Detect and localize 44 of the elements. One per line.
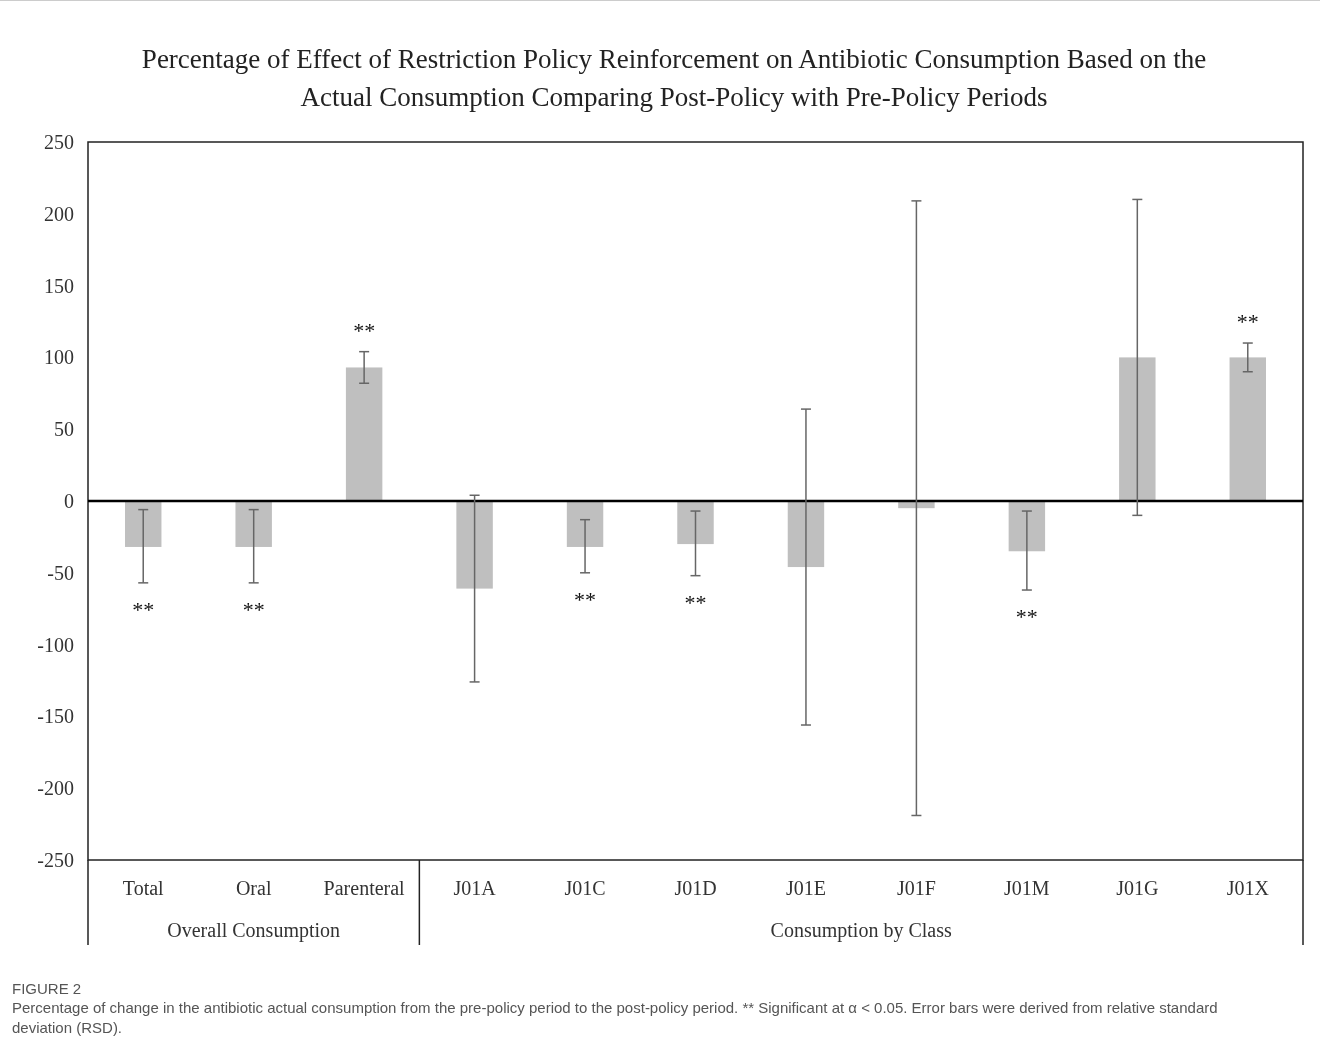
data-label: ** bbox=[242, 596, 265, 622]
bar bbox=[125, 501, 162, 547]
x-tick-label: Total bbox=[122, 877, 165, 899]
data-label: ** bbox=[132, 596, 155, 622]
text: Consumption by Class bbox=[770, 919, 952, 942]
y-tick-label: 250 bbox=[44, 130, 74, 153]
data-label: ** bbox=[574, 586, 597, 612]
bar bbox=[456, 501, 493, 589]
y-tick-label: 150 bbox=[44, 274, 74, 297]
x-tick-label: Parenteral bbox=[323, 877, 406, 899]
x-tick-label: J01F bbox=[896, 877, 936, 899]
bar bbox=[1119, 357, 1156, 501]
x-tick-label: Oral bbox=[235, 877, 272, 899]
text: Overall Consumption bbox=[167, 919, 341, 942]
bar bbox=[235, 501, 272, 547]
x-tick-label: J01E bbox=[785, 877, 826, 899]
data-label: ** bbox=[353, 317, 376, 343]
y-tick-label: 0 bbox=[64, 489, 74, 512]
x-tick-label: J01G bbox=[1116, 877, 1159, 899]
bar bbox=[677, 501, 714, 545]
x-tick-label: J01M bbox=[1004, 877, 1050, 899]
y-tick-label: -150 bbox=[37, 705, 74, 728]
y-tick-label: -50 bbox=[47, 561, 74, 584]
y-tick-label: 50 bbox=[54, 418, 74, 441]
bar bbox=[1008, 501, 1046, 552]
y-tick-label: -100 bbox=[37, 633, 74, 656]
bar bbox=[566, 501, 604, 547]
caption: FIGURE 2 bbox=[12, 980, 82, 997]
data-label: ** bbox=[1236, 309, 1259, 335]
chart-title: Percentage of Effect of Restriction Policy Reinforcement on Antibiotic Consumption Based on the Actual Consumption Comparing Post-Policy with Pre-Policy Periods bbox=[141, 44, 1207, 112]
bar bbox=[787, 501, 825, 568]
data-label: ** bbox=[1015, 604, 1038, 630]
x-tick-label: J01C bbox=[564, 877, 606, 899]
x-tick-label: J01D bbox=[674, 877, 717, 899]
x-tick-label: J01X bbox=[1226, 877, 1270, 899]
x-tick-label: J01A bbox=[453, 877, 497, 899]
y-tick-label: 100 bbox=[44, 346, 74, 369]
y-tick-label: -200 bbox=[37, 777, 74, 800]
bar bbox=[345, 367, 383, 501]
y-tick-label: -250 bbox=[37, 848, 74, 871]
text: Percentage of change in the antibiotic actual consumption from the pre-policy period to the post-policy period. ** Significant at α < 0.05. Error bars were derived from relative standard deviation (RSD). bbox=[12, 999, 1218, 1036]
data-label: ** bbox=[684, 589, 707, 615]
y-tick-label: 200 bbox=[44, 202, 74, 225]
bar bbox=[1229, 357, 1266, 501]
